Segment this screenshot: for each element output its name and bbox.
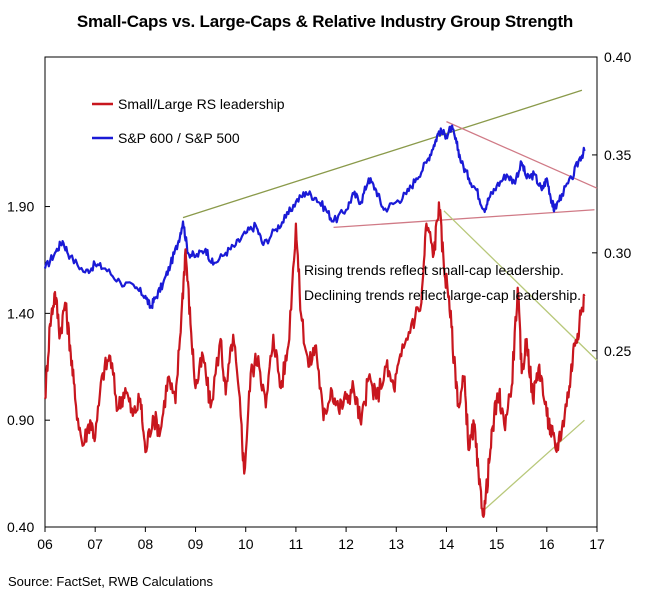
left-tick-label: 1.40 <box>7 305 34 321</box>
left-axis: 0.40 0.90 1.40 1.90 <box>7 199 50 535</box>
x-tick-label: 16 <box>539 536 555 552</box>
legend-label-rs: Small/Large RS leadership <box>118 96 285 112</box>
legend-label-ratio: S&P 600 / S&P 500 <box>118 130 240 146</box>
annotation-declining: Declining trends reflect large-cap leade… <box>304 287 581 303</box>
right-tick-label: 0.35 <box>604 147 631 163</box>
x-tick-label: 14 <box>439 536 455 552</box>
legend: Small/Large RS leadership S&P 600 / S&P … <box>92 96 285 146</box>
series-group <box>43 124 586 518</box>
trendline-3 <box>443 210 598 361</box>
x-tick-label: 13 <box>388 536 404 552</box>
plot-frame <box>44 56 598 528</box>
x-tick-label: 07 <box>87 536 103 552</box>
right-tick-label: 0.30 <box>604 245 631 261</box>
right-tick-label: 0.25 <box>604 343 631 359</box>
trendline-4 <box>483 419 585 511</box>
chart-title: Small-Caps vs. Large-Caps & Relative Ind… <box>76 12 574 31</box>
right-tick-label: 0.40 <box>604 49 631 65</box>
x-tick-label: 15 <box>489 536 505 552</box>
x-tick-label: 08 <box>138 536 154 552</box>
x-tick-label: 11 <box>289 536 304 552</box>
trendlines-group <box>182 89 598 511</box>
left-tick-label: 0.90 <box>7 412 34 428</box>
series-line-rs-leadership <box>44 201 586 518</box>
left-tick-label: 0.40 <box>7 519 34 535</box>
x-tick-label: 09 <box>188 536 204 552</box>
x-tick-label: 17 <box>589 536 605 552</box>
annotation-rising: Rising trends reflect small-cap leadersh… <box>304 262 564 278</box>
x-axis: 06 07 08 09 10 11 12 13 14 15 16 17 <box>37 527 605 552</box>
x-tick-label: 12 <box>338 536 354 552</box>
source-note: Source: FactSet, RWB Calculations <box>8 574 213 589</box>
left-tick-label: 1.90 <box>7 199 34 215</box>
series-line-sp600-sp500 <box>43 124 586 310</box>
right-axis: 0.25 0.30 0.35 0.40 <box>592 49 631 359</box>
trendline-1 <box>333 209 595 229</box>
trendline-0 <box>182 89 583 219</box>
x-tick-label: 10 <box>238 536 254 552</box>
x-tick-label: 06 <box>37 536 53 552</box>
